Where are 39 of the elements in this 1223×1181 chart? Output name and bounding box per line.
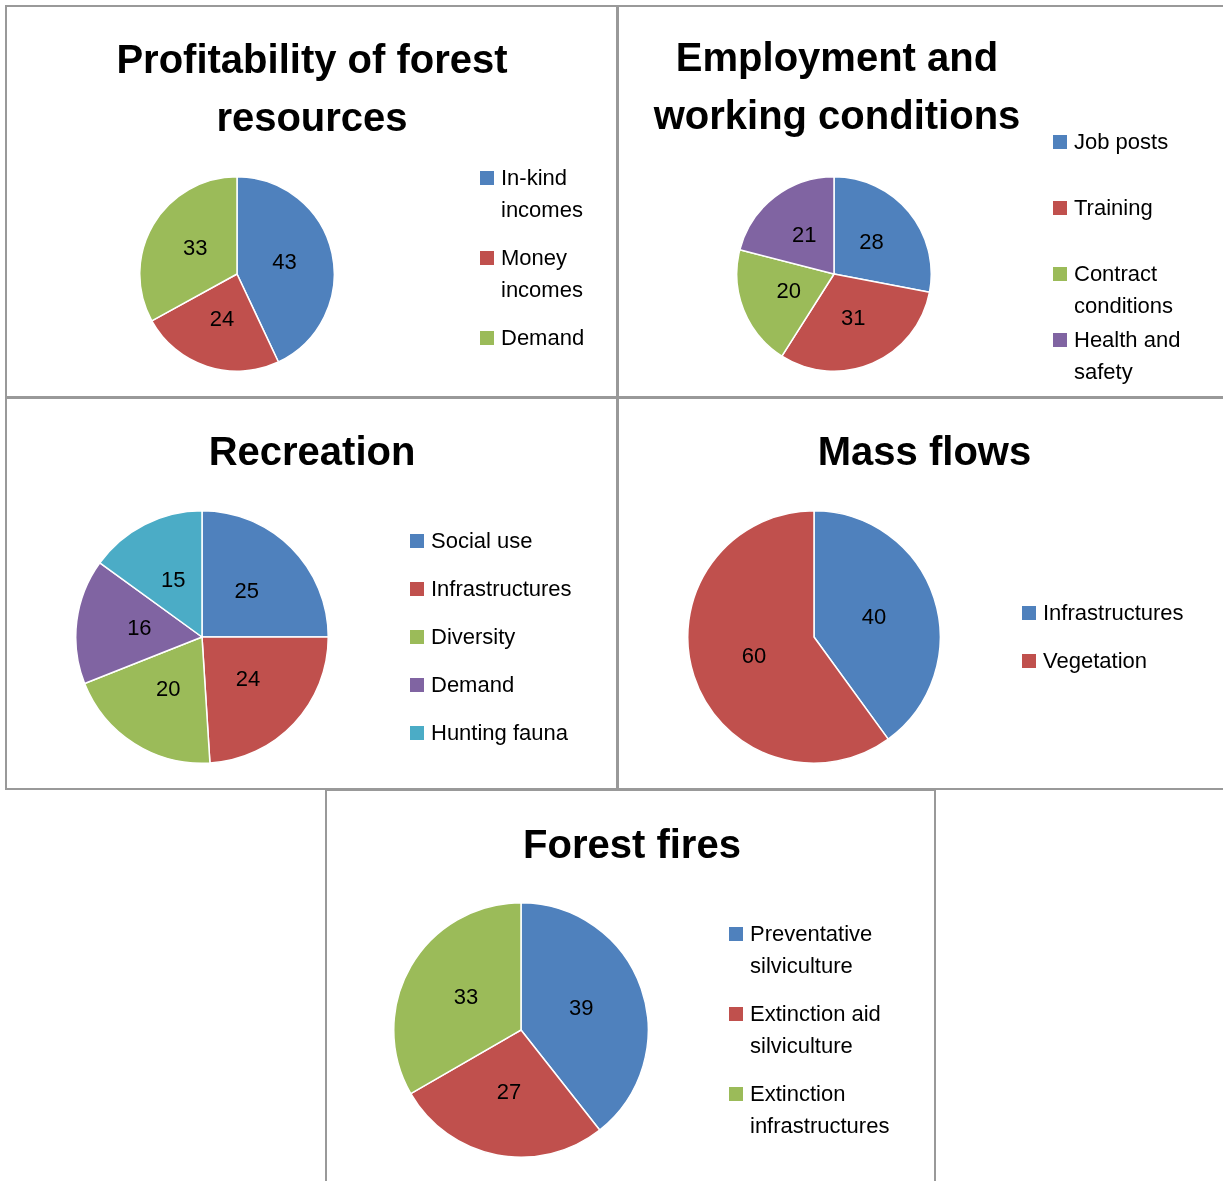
legend-label: Demand	[431, 671, 515, 699]
data-label: 20	[776, 277, 802, 303]
legend-label: Vegetation	[1043, 647, 1147, 675]
legend-label: Health and safety	[1074, 326, 1182, 386]
legend-label: Hunting fauna	[431, 719, 568, 747]
data-label: 33	[182, 235, 208, 261]
legend-label: Extinction aid silviculture	[750, 1000, 882, 1060]
legend-label: Demand	[501, 324, 585, 352]
data-label: 25	[234, 578, 259, 604]
chart-title: Employment and working conditions	[652, 34, 1022, 139]
data-label: 16	[127, 615, 152, 641]
data-label: 24	[209, 306, 235, 332]
legend-label: Preventative silviculture	[750, 920, 874, 980]
data-label: 33	[453, 984, 479, 1010]
legend-label: Diversity	[431, 623, 516, 651]
chart-title: Mass flows	[816, 428, 1033, 475]
legend-label: Infrastructures	[431, 575, 572, 603]
data-label: 15	[161, 566, 186, 592]
legend-label: In-kind incomes	[501, 164, 584, 224]
data-label: 24	[235, 666, 261, 692]
chart-title: Forest fires	[522, 821, 742, 868]
data-label: 20	[155, 676, 181, 702]
legend-label: Job posts	[1074, 128, 1169, 156]
data-label: 40	[861, 603, 887, 629]
legend-label: Money incomes	[501, 244, 584, 304]
legend-label: Infrastructures	[1043, 599, 1184, 627]
legend-label: Social use	[431, 527, 533, 555]
legend-label: Training	[1074, 194, 1153, 222]
legend-label: Extinction infrastructures	[750, 1080, 891, 1140]
legend-label: Contract conditions	[1074, 260, 1175, 320]
data-label: 21	[791, 221, 817, 247]
data-label: 31	[841, 304, 866, 330]
data-label: 28	[859, 229, 884, 255]
chart-title: Recreation	[207, 428, 417, 475]
data-label: 27	[496, 1078, 522, 1104]
data-label: 39	[568, 995, 594, 1021]
data-label: 60	[741, 642, 767, 668]
data-label: 43	[272, 249, 297, 275]
chart-title: Profitability of forest resources	[115, 36, 509, 141]
